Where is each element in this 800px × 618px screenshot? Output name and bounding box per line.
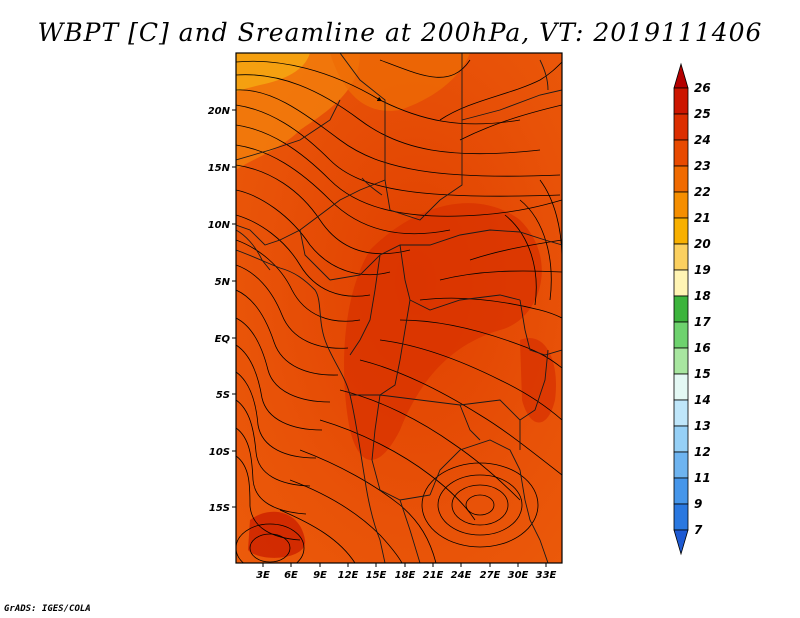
colorbar-swatch [673,399,689,427]
colorbar-label: 23 [694,159,711,173]
lon-label: 6E [284,570,298,581]
lon-label: 12E [338,570,359,581]
colorbar-label: 14 [694,393,711,407]
colorbar-label: 16 [694,341,711,355]
colorbar-swatch [673,113,689,141]
lat-label: 15N [208,163,231,174]
colorbar-label: 25 [694,107,711,121]
colorbar-label: 24 [694,133,711,147]
colorbar-swatch [673,87,689,115]
colorbar-label: 26 [694,81,711,95]
colorbar-swatch [673,191,689,219]
colorbar-swatch [673,217,689,245]
lon-label: 15E [366,570,387,581]
country-borders [236,53,562,563]
lat-axis: 20N 15N 10N 5N EQ 5S 10S 15S [208,106,236,514]
colorbar-swatch [673,243,689,271]
lon-label: 3E [256,570,270,581]
colorbar-label: 12 [694,445,711,459]
lon-label: 27E [480,570,501,581]
colorbar: 26 25 24 23 22 21 20 19 18 17 16 15 14 13 12 11 9 7 [673,62,711,556]
colorbar-swatch [673,373,689,401]
grads-credit: GrADS: IGES/COLA [4,604,91,614]
streamlines [236,59,562,563]
colorbar-label: 21 [694,211,711,225]
colorbar-arrow-bottom [673,529,689,556]
lon-label: 9E [313,570,327,581]
lon-label: 33E [536,570,557,581]
colorbar-swatch [673,451,689,479]
lat-label: 20N [208,106,231,117]
colorbar-label: 11 [694,471,711,485]
colorbar-label: 7 [694,523,703,537]
map-title: WBPT [C] and Sreamline at 200hPa, VT: 20… [37,18,763,47]
colorbar-label: 17 [694,315,711,329]
colorbar-swatch [673,165,689,193]
colorbar-swatch [673,321,689,349]
colorbar-swatch [673,425,689,453]
lat-label: EQ [215,334,231,345]
lon-label: 21E [423,570,444,581]
colorbar-label: 15 [694,367,711,381]
colorbar-label: 20 [694,237,711,251]
lat-label: 5N [215,277,231,288]
colorbar-swatch [673,347,689,375]
lon-label: 18E [395,570,416,581]
colorbar-swatch [673,477,689,505]
colorbar-label: 13 [694,419,711,433]
lat-label: 10S [209,447,230,458]
lon-axis: 3E 6E 9E 12E 15E 18E 21E 24E 27E 30E 33E [256,563,557,581]
lat-label: 5S [216,390,230,401]
map-frame [235,52,563,564]
colorbar-label: 9 [694,497,702,511]
lon-label: 30E [508,570,529,581]
colorbar-label: 19 [694,263,711,277]
colorbar-swatch [673,503,689,531]
colorbar-swatch [673,295,689,323]
wbpt-field [236,53,562,563]
colorbar-label: 18 [694,289,711,303]
lat-label: 15S [209,503,230,514]
colorbar-arrow-top [673,62,689,89]
colorbar-swatch [673,269,689,297]
lon-label: 24E [451,570,472,581]
colorbar-swatch [673,139,689,167]
lat-label: 10N [208,220,231,231]
colorbar-label: 22 [694,185,711,199]
